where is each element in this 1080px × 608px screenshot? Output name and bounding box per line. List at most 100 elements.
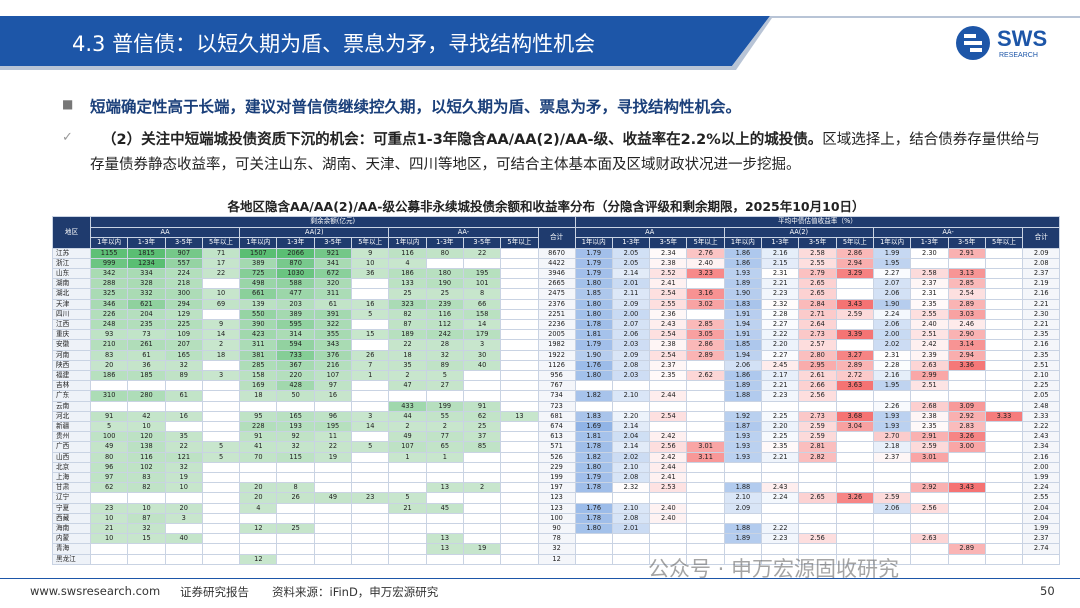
balance-cell: 332 bbox=[127, 288, 166, 300]
yield-cell: 3.26 bbox=[835, 492, 874, 504]
balance-cell: 1 bbox=[388, 451, 427, 463]
yield-cell: 2.43 bbox=[649, 318, 688, 331]
balance-cell: 2 bbox=[425, 420, 464, 433]
header-cell: 5年以上 bbox=[686, 237, 725, 249]
yield-cell: 2.39 bbox=[910, 349, 949, 361]
header-cell: 1年以内 bbox=[574, 237, 613, 249]
balance-cell: 16 bbox=[164, 410, 203, 422]
empty-cell bbox=[835, 441, 874, 453]
yield-cell: 1.93 bbox=[723, 431, 763, 443]
yield-cell: 2.04 bbox=[1022, 502, 1061, 514]
yield-cell: 2.58 bbox=[798, 247, 837, 259]
empty-cell bbox=[984, 288, 1024, 300]
balance-cell: 19 bbox=[462, 543, 502, 555]
yield-cell: 2.09 bbox=[611, 298, 651, 310]
empty-cell bbox=[649, 420, 688, 433]
yield-cell: 2.18 bbox=[872, 441, 912, 453]
balance-cell: 14 bbox=[462, 318, 502, 331]
yield-cell: 1.91 bbox=[723, 329, 763, 341]
empty-cell bbox=[201, 420, 241, 433]
balance-cell: 288 bbox=[89, 278, 129, 290]
yield-cell: 2.23 bbox=[761, 288, 800, 300]
balance-cell: 12 bbox=[537, 553, 576, 565]
yield-cell: 2.40 bbox=[649, 512, 688, 524]
balance-cell: 320 bbox=[313, 278, 353, 290]
empty-cell bbox=[686, 471, 725, 484]
empty-cell bbox=[351, 278, 390, 290]
header-cell: 3-5年 bbox=[462, 237, 502, 249]
yield-cell: 1.83 bbox=[723, 298, 763, 310]
balance-cell: 18 bbox=[388, 349, 427, 361]
yield-cell: 3.43 bbox=[947, 482, 986, 494]
yield-cell: 1.93 bbox=[723, 267, 763, 280]
yield-cell: 2.27 bbox=[761, 318, 800, 331]
empty-cell bbox=[89, 543, 129, 555]
yield-cell: 2.79 bbox=[798, 267, 837, 280]
empty-cell bbox=[500, 349, 539, 361]
empty-cell bbox=[574, 380, 613, 392]
yield-cell: 3.03 bbox=[947, 308, 986, 320]
region-cell: 吉林 bbox=[52, 380, 91, 392]
yield-cell: 2.14 bbox=[611, 267, 651, 280]
balance-cell: 83 bbox=[127, 471, 166, 484]
balance-cell: 78 bbox=[537, 533, 576, 545]
yield-cell: 1.80 bbox=[574, 369, 613, 382]
balance-cell: 1922 bbox=[537, 349, 576, 361]
empty-cell bbox=[984, 247, 1024, 259]
empty-cell bbox=[761, 400, 800, 412]
empty-cell bbox=[686, 482, 725, 494]
yield-cell: 2.08 bbox=[611, 512, 651, 524]
yield-cell: 2.46 bbox=[947, 318, 986, 331]
yield-cell: 2.40 bbox=[686, 257, 725, 269]
yield-cell: 2.89 bbox=[947, 543, 986, 555]
yield-cell: 2.91 bbox=[910, 431, 949, 443]
balance-cell: 36 bbox=[127, 359, 166, 371]
yield-cell: 2.35 bbox=[1022, 349, 1061, 361]
balance-cell: 55 bbox=[425, 410, 464, 422]
yield-cell: 2.56 bbox=[649, 441, 688, 453]
empty-cell bbox=[984, 318, 1024, 331]
balance-cell: 107 bbox=[313, 369, 353, 382]
balance-cell: 82 bbox=[388, 308, 427, 320]
yield-cell: 2.40 bbox=[649, 502, 688, 514]
data-row: 重庆 93 73 109 14 423 314 355 15 189 242 179 2005 1.81 2… bbox=[52, 329, 1061, 341]
balance-cell: 4 bbox=[239, 502, 278, 514]
balance-cell: 2005 bbox=[537, 329, 576, 341]
balance-cell: 285 bbox=[239, 359, 278, 371]
footer-line bbox=[0, 578, 1080, 579]
header-cell: 合计 bbox=[1022, 226, 1061, 249]
yield-cell: 2.85 bbox=[686, 318, 725, 331]
yield-cell: 2.02 bbox=[872, 339, 912, 351]
data-row: 内蒙 10 15 40 13 78 1.89 2.23 2.56 2.63 2.37 bbox=[52, 533, 1061, 545]
balance-cell: 44 bbox=[388, 410, 427, 422]
empty-cell bbox=[425, 390, 464, 402]
balance-cell: 65 bbox=[425, 441, 464, 453]
data-row: 四川 226 204 129 550 389 391 5 82 116 158 2251 1.80 2.0… bbox=[52, 308, 1061, 320]
empty-cell bbox=[611, 553, 651, 565]
balance-cell: 1030 bbox=[276, 267, 315, 280]
balance-cell: 376 bbox=[313, 349, 353, 361]
empty-cell bbox=[984, 492, 1024, 504]
yield-cell: 3.00 bbox=[947, 441, 986, 453]
empty-cell bbox=[984, 400, 1024, 412]
balance-cell: 165 bbox=[164, 349, 203, 361]
empty-cell bbox=[910, 471, 949, 484]
balance-cell: 61 bbox=[313, 298, 353, 310]
balance-cell: 89 bbox=[164, 369, 203, 382]
balance-cell: 18 bbox=[201, 349, 241, 361]
empty-cell bbox=[500, 380, 539, 392]
empty-cell bbox=[798, 471, 837, 484]
balance-cell: 16 bbox=[313, 390, 353, 402]
empty-cell bbox=[947, 257, 986, 269]
empty-cell bbox=[164, 380, 203, 392]
region-cell: 新疆 bbox=[52, 420, 91, 433]
yield-cell: 2.74 bbox=[1022, 543, 1061, 555]
logo-subtext: RESEARCH bbox=[999, 52, 1038, 59]
region-cell: 湖北 bbox=[52, 288, 91, 300]
region-cell: 广东 bbox=[52, 390, 91, 402]
yield-cell: 2.07 bbox=[611, 318, 651, 331]
empty-cell bbox=[574, 543, 613, 555]
yield-cell: 3.16 bbox=[686, 288, 725, 300]
empty-cell bbox=[388, 533, 427, 545]
empty-cell bbox=[351, 461, 390, 473]
